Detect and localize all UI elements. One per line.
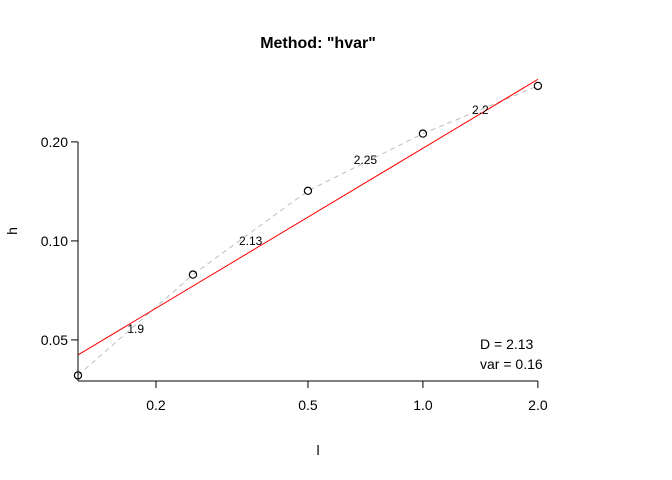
annotation-var: var = 0.16 — [480, 356, 543, 372]
data-point — [303, 186, 313, 196]
connector-line — [77, 85, 539, 376]
segment-label: 1.9 — [127, 322, 144, 336]
x-tick-label: 0.2 — [146, 397, 166, 413]
annotation-d: D = 2.13 — [480, 336, 534, 352]
fit-line-layer — [77, 78, 539, 356]
points-layer — [73, 81, 543, 380]
data-point — [533, 81, 543, 91]
segment-label: 2.25 — [354, 153, 378, 167]
y-tick-label: 0.10 — [41, 233, 68, 249]
data-point — [188, 270, 198, 279]
y-axis: 0.05 0.10 0.20 — [41, 134, 79, 381]
segment-label: 2.2 — [472, 103, 489, 117]
segment-labels-layer: 1.9 2.13 2.25 2.2 — [127, 103, 489, 336]
data-point — [418, 129, 428, 138]
y-tick-label: 0.05 — [41, 332, 68, 348]
x-axis-label: l — [316, 442, 319, 458]
fit-line — [77, 78, 539, 356]
y-axis-label: h — [4, 227, 20, 235]
x-tick-label: 1.0 — [413, 397, 433, 413]
segment-label: 2.13 — [239, 234, 263, 248]
x-axis: 0.2 0.5 1.0 2.0 — [78, 380, 548, 413]
chart-title: Method: "hvar" — [260, 35, 376, 52]
x-tick-label: 0.5 — [298, 397, 318, 413]
connector-line-layer — [77, 85, 539, 376]
y-tick-label: 0.20 — [41, 134, 68, 150]
x-tick-label: 2.0 — [528, 397, 548, 413]
